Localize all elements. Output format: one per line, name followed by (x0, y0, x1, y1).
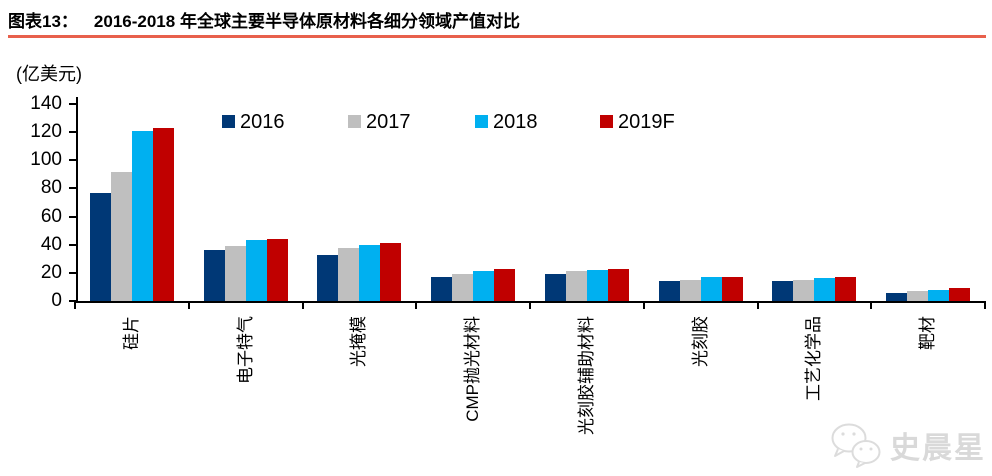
legend-item-2019F: 2019F (600, 110, 675, 134)
y-tick-label: 20 (40, 261, 62, 283)
watermark-text: 史晨星 (890, 432, 986, 465)
x-category-label: 光刻胶辅助材料 (576, 316, 596, 435)
x-category-label: 硅片 (121, 316, 141, 350)
bar-2016 (658, 281, 680, 301)
y-tick-mark (69, 300, 77, 302)
bar-2018 (245, 240, 267, 301)
x-category-label: 电子特气 (235, 316, 255, 384)
bar-2018 (473, 271, 495, 301)
bar-2017 (224, 246, 246, 301)
y-tick-mark (69, 187, 77, 190)
legend-marker-2018 (475, 115, 488, 128)
y-tick-mark (69, 271, 77, 274)
figure-title-text: 2016-2018 年全球主要半导体原材料各细分领域产值对比 (93, 12, 520, 31)
bar-2019F (380, 243, 402, 301)
legend-label-2019F: 2019F (618, 111, 675, 133)
x-tick-mark (301, 301, 304, 309)
x-tick-mark (642, 301, 645, 309)
y-axis-line (76, 97, 78, 303)
y-tick-label: 120 (30, 121, 62, 143)
legend-item-2017: 2017 (348, 110, 411, 134)
bar-2018 (359, 244, 381, 301)
x-category-label: 工艺化学品 (804, 316, 824, 401)
bar-2016 (203, 250, 225, 301)
y-tick-mark (69, 215, 77, 218)
x-category-label: 光掩模 (349, 316, 369, 367)
x-tick-mark (984, 301, 986, 309)
title-underline (8, 35, 986, 38)
bar-2016 (431, 277, 453, 301)
figure-number: 图表13： (8, 12, 78, 31)
legend-label-2016: 2016 (240, 111, 285, 133)
y-tick-mark (69, 243, 77, 246)
bar-2017 (452, 274, 474, 301)
y-tick-mark (69, 103, 77, 105)
legend-label-2018: 2018 (493, 111, 538, 133)
x-category-label: CMP抛光材料 (463, 316, 483, 422)
bar-2018 (928, 289, 950, 301)
x-tick-mark (870, 301, 873, 309)
bar-2016 (89, 192, 111, 301)
bar-2017 (907, 291, 929, 301)
legend-item-2018: 2018 (475, 110, 538, 134)
bar-2017 (338, 247, 360, 301)
watermark: 史晨星 (828, 422, 986, 468)
bar-2019F (494, 268, 516, 301)
bar-2019F (949, 288, 971, 301)
bar-2018 (814, 278, 836, 301)
bar-2017 (679, 279, 701, 301)
legend-item-2016: 2016 (222, 110, 285, 134)
wechat-icon (831, 423, 881, 468)
bar-2018 (131, 130, 153, 301)
x-tick-mark (756, 301, 759, 309)
x-tick-mark (529, 301, 531, 309)
x-category-label: 光刻胶 (690, 316, 710, 367)
bar-2018 (700, 277, 722, 301)
bar-2019F (721, 277, 743, 301)
bar-2017 (565, 271, 587, 301)
y-tick-mark (69, 159, 77, 162)
bar-2016 (772, 281, 794, 301)
x-tick-mark (74, 301, 76, 309)
x-tick-mark (415, 301, 418, 309)
y-tick-label: 0 (51, 290, 62, 311)
bar-2019F (835, 277, 857, 301)
y-tick-label: 60 (40, 205, 62, 227)
legend-marker-2019F (600, 115, 613, 128)
bar-2017 (793, 279, 815, 301)
y-tick-label: 100 (30, 149, 62, 171)
bar-2016 (886, 292, 908, 301)
y-tick-label: 140 (30, 93, 62, 114)
x-tick-mark (187, 301, 190, 309)
bar-2019F (266, 239, 288, 301)
legend-marker-2017 (348, 115, 361, 128)
bar-2016 (317, 254, 339, 301)
bar-2017 (110, 171, 132, 301)
y-tick-label: 80 (40, 177, 62, 199)
figure-title: 图表13： 2016-2018 年全球主要半导体原材料各细分领域产值对比 (8, 7, 520, 32)
bar-2016 (544, 274, 566, 301)
y-axis-unit-label: (亿美元) (16, 64, 82, 84)
bar-2019F (152, 127, 174, 301)
bar-2018 (586, 270, 608, 301)
bar-2019F (607, 268, 629, 301)
y-tick-label: 40 (40, 233, 62, 255)
legend-label-2017: 2017 (366, 111, 411, 133)
legend-marker-2016 (222, 115, 235, 128)
y-tick-mark (69, 131, 77, 134)
